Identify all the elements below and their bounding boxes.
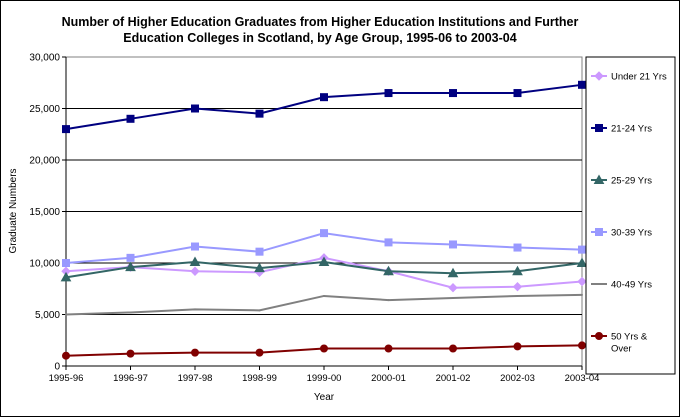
data-point	[578, 80, 586, 89]
data-point	[513, 89, 522, 98]
data-point	[125, 261, 136, 272]
x-tick-label: 1997-98	[178, 373, 213, 384]
series-3	[60, 256, 588, 282]
legend-label: 25-29 Yrs	[611, 176, 652, 187]
x-tick-label: 1999-00	[307, 373, 342, 384]
data-point	[258, 309, 261, 312]
data-point	[447, 267, 459, 278]
data-point	[512, 281, 523, 292]
data-point	[189, 256, 201, 266]
data-point	[254, 262, 265, 273]
y-tick-label: 20,000	[29, 156, 60, 167]
chart-title: Number of Higher Education Graduates fro…	[61, 15, 579, 45]
data-point	[384, 238, 393, 247]
data-point	[384, 344, 393, 353]
legend-marker	[595, 332, 603, 340]
legend-marker	[594, 71, 604, 81]
series-6	[62, 341, 586, 360]
data-point	[449, 89, 457, 98]
legend-label: Over	[611, 344, 632, 355]
data-point	[255, 109, 264, 118]
legend-label: 40-49 Yrs	[611, 280, 652, 291]
data-point	[513, 342, 522, 351]
data-point	[448, 283, 458, 293]
legend-item: 25-29 Yrs	[591, 174, 652, 187]
data-point	[512, 265, 523, 276]
legend-item: 40-49 Yrs	[591, 280, 652, 291]
data-point	[578, 341, 586, 350]
data-point	[191, 348, 199, 357]
legend-label: 21-24 Yrs	[611, 124, 652, 135]
legend-box	[585, 56, 676, 375]
data-point	[578, 245, 586, 254]
legend-item: 21-24 Yrs	[591, 124, 652, 135]
data-point	[191, 104, 199, 113]
y-tick-label: 30,000	[29, 53, 60, 64]
legend-marker	[593, 174, 605, 184]
y-tick-label: 25,000	[29, 104, 60, 115]
legend-item: 30-39 Yrs	[591, 228, 652, 239]
legend-marker	[595, 228, 603, 236]
x-axis: 1995-96 1996-97 1997-98 1998-99 1999-00 2000-…	[49, 365, 600, 384]
legend-label: 30-39 Yrs	[611, 228, 652, 239]
data-point	[516, 294, 519, 297]
data-point	[384, 89, 393, 98]
x-tick-label: 2003-04	[565, 373, 600, 384]
y-tick-label: 0	[54, 362, 60, 373]
data-point	[576, 257, 588, 267]
data-point	[60, 271, 72, 282]
data-point	[323, 294, 325, 297]
legend-marker	[595, 124, 603, 132]
data-point	[62, 259, 70, 267]
y-tick-label: 5,000	[35, 310, 60, 321]
x-tick-label: 1995-96	[49, 373, 84, 384]
data-point	[255, 247, 264, 256]
x-tick-label: 1998-99	[242, 373, 277, 384]
x-tick-label: 2000-01	[371, 373, 406, 384]
data-point	[513, 243, 522, 252]
x-tick-label: 2001-02	[436, 373, 471, 384]
y-axis: 0 5,000 10,000 15,000 20,000 25,000 30,000	[29, 53, 582, 373]
y-tick-label: 10,000	[29, 259, 60, 270]
data-point	[452, 297, 454, 300]
data-point	[191, 242, 199, 251]
series-5	[65, 293, 583, 316]
data-point	[126, 349, 135, 358]
data-point	[577, 276, 587, 287]
data-point	[449, 344, 457, 353]
data-point	[318, 256, 330, 266]
data-point	[190, 266, 200, 276]
x-axis-label: Year	[314, 392, 335, 403]
series-2	[62, 80, 586, 134]
data-point	[387, 299, 390, 302]
series-layer	[60, 80, 588, 360]
legend-item: 50 Yrs &Over	[591, 332, 648, 355]
data-point	[126, 253, 135, 262]
legend: Under 21 Yrs 21-24 Yrs 25-29 Yrs 30-39 Yrs 4…	[585, 56, 676, 375]
data-point	[320, 93, 328, 102]
x-tick-label: 1996-97	[113, 373, 148, 384]
x-tick-label: 2002-03	[500, 373, 535, 384]
data-point	[383, 265, 394, 276]
data-point	[62, 125, 70, 134]
data-point	[62, 351, 70, 360]
legend-label: 50 Yrs &	[611, 332, 648, 343]
legend-item: Under 21 Yrs	[591, 71, 667, 83]
series-4	[62, 229, 586, 267]
data-point	[126, 114, 135, 123]
data-point	[320, 229, 328, 238]
data-point	[581, 293, 583, 296]
y-tick-label: 15,000	[29, 207, 60, 218]
y-axis-label: Graduate Numbers	[8, 168, 19, 253]
data-point	[129, 311, 132, 314]
legend-label: Under 21 Yrs	[611, 72, 667, 83]
data-point	[255, 348, 264, 357]
data-point	[449, 240, 457, 249]
data-point	[194, 308, 196, 311]
data-point	[320, 344, 328, 353]
data-point	[65, 313, 67, 316]
